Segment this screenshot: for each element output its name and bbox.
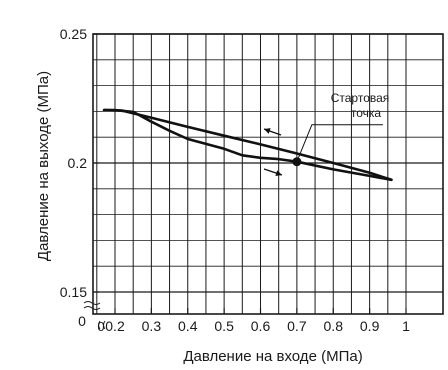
- grid-lines: [93, 33, 443, 314]
- y-break-label: 0: [78, 313, 86, 329]
- curves: [102, 108, 393, 182]
- y-break-mark: [83, 306, 101, 310]
- y-tick-label: 0.2: [68, 155, 88, 171]
- x-tick-label: 0.9: [360, 318, 380, 334]
- x-tick-label: 0.3: [142, 318, 162, 334]
- x-break-mark: [103, 320, 106, 330]
- y-tick-label: 0.15: [60, 284, 87, 300]
- x-tick-label: 0.2: [105, 318, 125, 334]
- direction-arrow-upper-head: [264, 128, 271, 134]
- annotations: [263, 124, 383, 176]
- x-break-label: 0: [97, 319, 104, 334]
- annotation-start-point-line1: Стартовая: [331, 91, 390, 105]
- axis-ticks: 0.2 0.3 0.4 0.5 0.6 0.7 0.8 0.9 1 0.15 0.2 0.25: [60, 26, 410, 334]
- y-break-mark: [83, 301, 101, 305]
- start-point-leader: [296, 124, 383, 162]
- axis-breaks: 0: [83, 301, 106, 334]
- x-tick-label: 0.8: [324, 318, 344, 334]
- x-tick-label: 0.4: [178, 318, 198, 334]
- x-tick-label: 0.7: [287, 318, 307, 334]
- annotation-start-point-line2: точка: [351, 106, 382, 120]
- x-axis-title: Давление на входе (МПа): [183, 348, 362, 365]
- x-tick-label: 0.6: [251, 318, 271, 334]
- y-axis-title: Давление на выходе (МПа): [35, 71, 52, 261]
- curve-2: [102, 108, 393, 182]
- x-break-mark: [98, 320, 101, 330]
- y-tick-label: 0.25: [60, 26, 87, 42]
- x-tick-label: 1: [402, 318, 410, 334]
- direction-arrow-lower-head: [275, 170, 282, 176]
- x-tick-label: 0.5: [214, 318, 234, 334]
- plot-frame: [92, 33, 444, 315]
